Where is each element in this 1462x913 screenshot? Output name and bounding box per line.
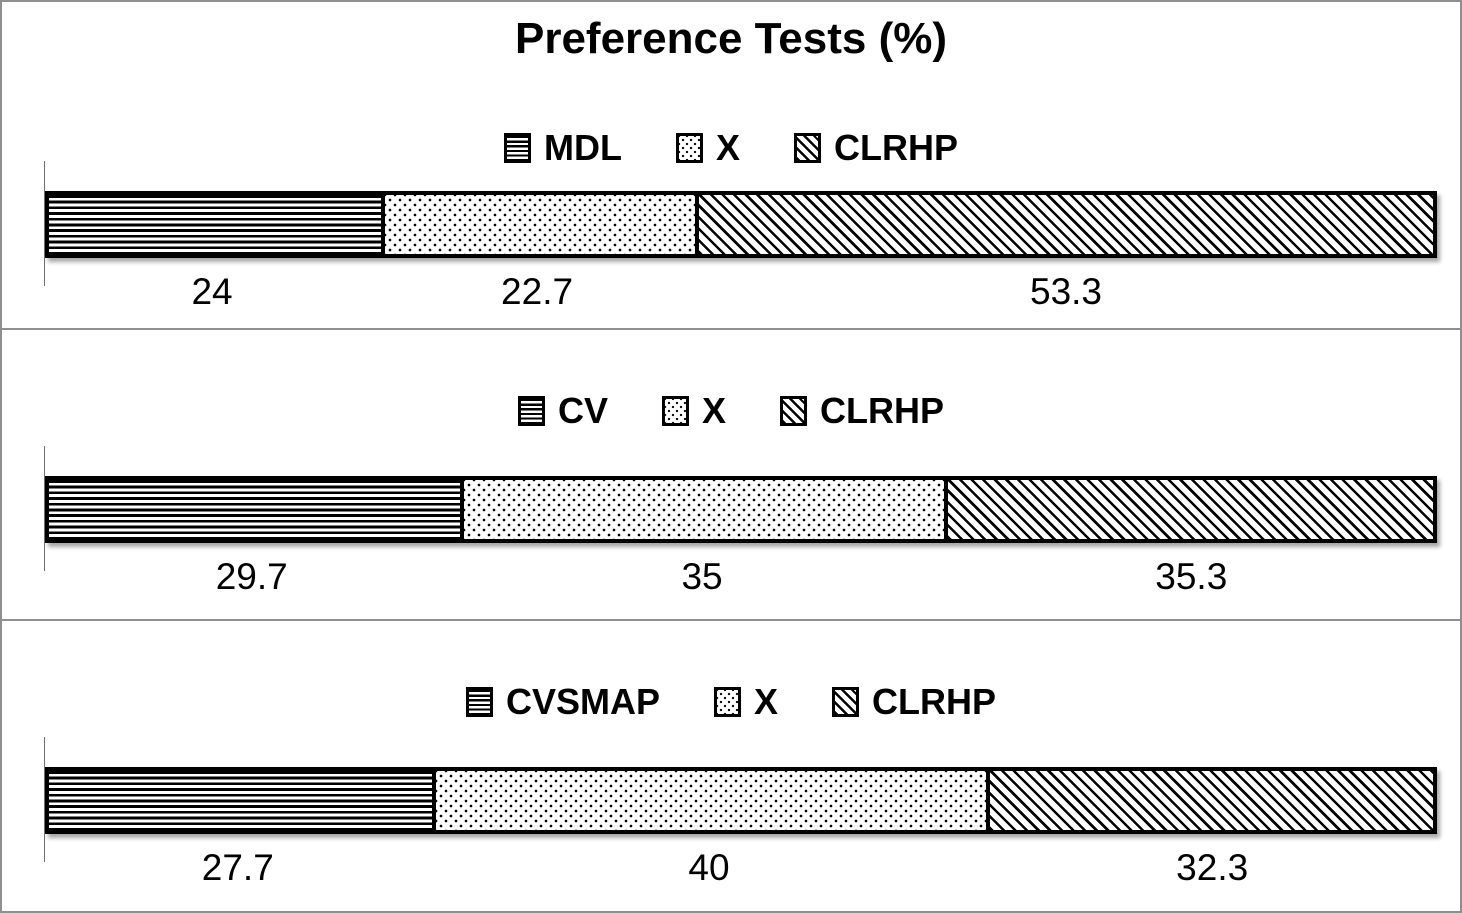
legend-item: X <box>675 126 740 168</box>
bar-segment-clrhp <box>985 771 1433 830</box>
stacked-bar <box>45 767 1437 834</box>
legend-label: X <box>754 681 779 722</box>
bar-segment-x <box>381 194 696 254</box>
legend-item: CLRHP <box>794 126 958 168</box>
legend-label: CLRHP <box>872 681 997 722</box>
value-label: 35 <box>681 556 723 597</box>
value-labels-row: 27.7 40 32.3 <box>45 847 1437 890</box>
legend-label: X <box>715 126 740 168</box>
dots-swatch-icon <box>675 132 703 163</box>
legend-item: CLRHP <box>832 684 996 720</box>
bar-area <box>44 160 1437 286</box>
bar-segment-clrhp <box>695 194 1433 254</box>
legend: MDL X CLRHP <box>2 128 1460 168</box>
legend-label: CLRHP <box>820 390 945 431</box>
value-label: 27.7 <box>201 847 274 888</box>
value-label: 24 <box>191 270 233 312</box>
legend: CV X CLRHP <box>2 391 1460 431</box>
legend: CVSMAP X CLRHP <box>2 682 1460 722</box>
value-label: 29.7 <box>215 556 288 597</box>
value-label: 35.3 <box>1155 556 1228 597</box>
diagonal-lines-swatch-icon <box>832 687 860 717</box>
bar-segment-x <box>432 771 986 830</box>
stacked-bar <box>45 476 1437 543</box>
value-label: 32.3 <box>1176 847 1249 888</box>
legend-item: CLRHP <box>780 393 944 429</box>
bar-area <box>44 737 1437 862</box>
bar-segment-cv <box>49 480 461 539</box>
legend-item: CV <box>517 390 608 431</box>
horizontal-lines-swatch-icon <box>517 396 545 426</box>
value-label: 53.3 <box>1030 270 1103 312</box>
bar-area <box>44 446 1437 571</box>
value-labels-row: 29.7 35 35.3 <box>45 556 1437 599</box>
dots-swatch-icon <box>714 687 741 717</box>
legend-item: MDL <box>504 126 622 168</box>
legend-label: CVSMAP <box>505 681 660 722</box>
legend-item: X <box>714 684 778 720</box>
dots-swatch-icon <box>662 396 689 426</box>
legend-label: X <box>702 390 727 431</box>
value-labels-row: 24 22.7 53.3 <box>45 271 1437 314</box>
horizontal-lines-swatch-icon <box>465 687 493 717</box>
legend-label: CLRHP <box>834 126 958 168</box>
y-axis-line <box>44 160 45 286</box>
legend-item: CVSMAP <box>465 681 660 722</box>
legend-item: X <box>662 393 726 429</box>
chart-title: Preference Tests (%) <box>514 14 948 63</box>
horizontal-lines-swatch-icon <box>504 132 531 163</box>
diagonal-lines-swatch-icon <box>794 132 821 163</box>
y-axis-line <box>44 446 45 571</box>
chart-panel-cv: CV X CLRHP 29.7 35 35.3 <box>2 328 1460 619</box>
stacked-bar <box>45 190 1437 258</box>
legend-label: MDL <box>544 126 622 168</box>
legend-label: CV <box>557 390 608 431</box>
chart-panel-mdl: Preference Tests (%) MDL X CLRHP <box>2 2 1460 328</box>
value-label: 22.7 <box>501 270 574 312</box>
value-label: 40 <box>688 847 730 888</box>
bar-segment-clrhp <box>944 480 1433 539</box>
bar-segment-x <box>460 480 945 539</box>
bar-segment-cvsmap <box>49 771 433 830</box>
y-axis-line <box>44 737 45 862</box>
diagonal-lines-swatch-icon <box>780 396 808 426</box>
bar-segment-mdl <box>49 194 382 254</box>
chart-panel-cvsmap: CVSMAP X CLRHP 27.7 40 32.3 <box>2 619 1460 911</box>
